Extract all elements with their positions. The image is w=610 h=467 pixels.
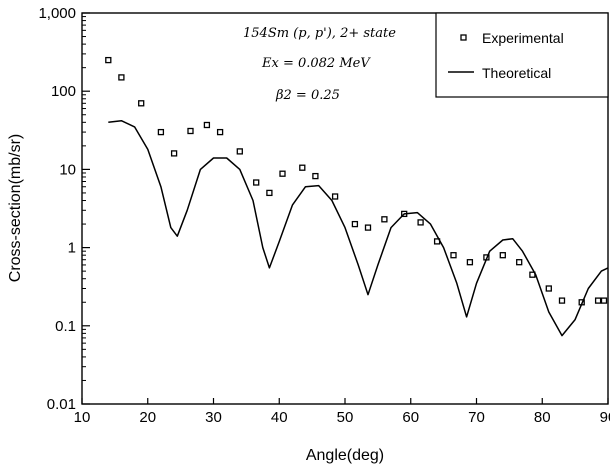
y-tick-label: 1: [68, 240, 76, 257]
experimental-point: [312, 172, 319, 180]
x-axis-label: Angle(deg): [306, 447, 384, 464]
experimental-point: [266, 189, 273, 197]
experimental-point: [203, 121, 211, 129]
experimental-point: [118, 74, 125, 81]
experimental-point: [417, 219, 424, 226]
y-tick-label: 0.01: [47, 396, 76, 413]
legend-label-experimental: Experimental: [482, 30, 564, 46]
y-tick-label: 100: [51, 83, 76, 100]
y-axis-label: Cross-section(mb/sr): [7, 134, 24, 282]
experimental-point: [600, 297, 608, 304]
experimental-point: [381, 216, 388, 223]
experimental-point: [157, 128, 165, 136]
experimental-point: [466, 259, 474, 266]
theoretical-curve: [108, 119, 609, 337]
experimental-point: [558, 297, 566, 304]
experimental-point: [545, 285, 552, 292]
series-layer: [105, 56, 609, 337]
x-tick-label: 70: [468, 409, 485, 426]
x-tick-label: 20: [139, 409, 156, 426]
x-axis-ticks: 10 20 30 40 50 60 70 80 90: [74, 398, 610, 426]
legend-marker-experimental: [460, 34, 467, 41]
experimental-point: [450, 252, 457, 259]
experimental-point: [499, 252, 506, 259]
experimental-point: [594, 297, 602, 304]
legend-label-theoretical: Theoretical: [482, 65, 551, 81]
annotation-excitation-energy: Ex = 0.082 MeV: [261, 56, 371, 71]
experimental-point: [187, 127, 194, 135]
experimental-point: [170, 150, 178, 157]
experimental-point: [351, 220, 359, 228]
annotation-beta: β2 = 0.25: [275, 88, 340, 103]
x-tick-label: 90: [600, 409, 610, 426]
experimental-point: [216, 128, 224, 136]
y-axis-ticks: 0.01 0.1 1 10 100 1,000: [38, 5, 90, 413]
x-tick-label: 10: [74, 409, 91, 426]
experimental-point: [236, 148, 243, 155]
experimental-point: [105, 56, 112, 64]
annotation-reaction: 154Sm (p, p'), 2+ state: [243, 26, 396, 41]
y-tick-label: 1,000: [38, 5, 76, 22]
x-tick-label: 50: [337, 409, 354, 426]
experimental-point: [364, 224, 372, 231]
x-tick-label: 40: [271, 409, 288, 426]
experimental-point: [138, 100, 145, 107]
experimental-point: [516, 259, 523, 266]
experimental-point: [253, 179, 260, 186]
x-tick-label: 30: [205, 409, 222, 426]
x-tick-label: 60: [402, 409, 419, 426]
annotation-box: 154Sm (p, p'), 2+ state Ex = 0.082 MeV β…: [243, 26, 396, 103]
y-tick-label: 10: [59, 161, 76, 178]
experimental-point: [279, 170, 286, 177]
legend-box: [435, 12, 609, 98]
experimental-point: [331, 193, 339, 200]
y-tick-label: 0.1: [55, 318, 76, 335]
experimental-point: [299, 164, 306, 171]
x-tick-label: 80: [534, 409, 551, 426]
legend: Experimental Theoretical: [435, 12, 609, 98]
